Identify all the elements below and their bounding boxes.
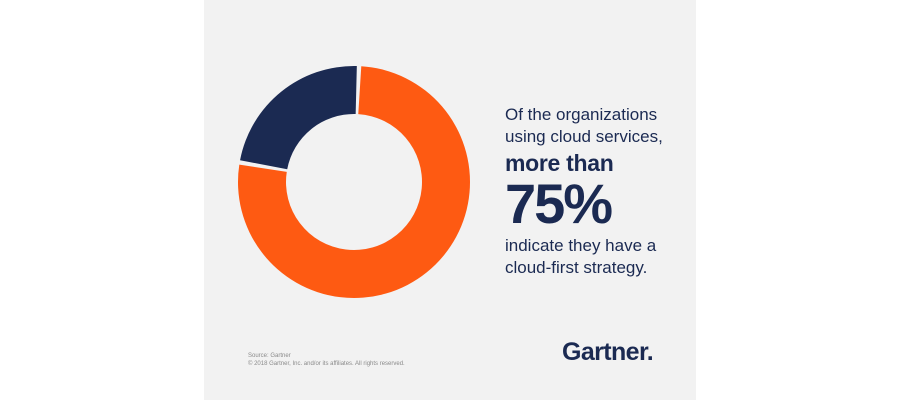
donut-chart-svg [238,66,470,298]
infographic-card: Of the organizations using cloud service… [204,0,696,400]
statement: Of the organizations using cloud service… [505,104,685,279]
donut-slice-1 [238,66,470,298]
donut-chart [232,60,476,304]
statement-line-1: Of the organizations [505,105,658,124]
copyright-notice: © 2018 Gartner, Inc. and/or its affiliat… [248,361,405,367]
statement-figure: 75% [505,172,613,235]
statement-emphasis: more than [505,150,614,176]
statement-line-4: cloud-first strategy. [505,258,648,277]
statement-line-3: indicate they have a [505,236,657,255]
gartner-logo: Gartner. [562,338,654,366]
donut-slice-2 [240,66,357,170]
source-label: Source: Gartner [248,353,291,359]
statement-line-2: using cloud services, [505,127,663,146]
source-note: Source: Gartner © 2018 Gartner, Inc. and… [248,352,405,368]
